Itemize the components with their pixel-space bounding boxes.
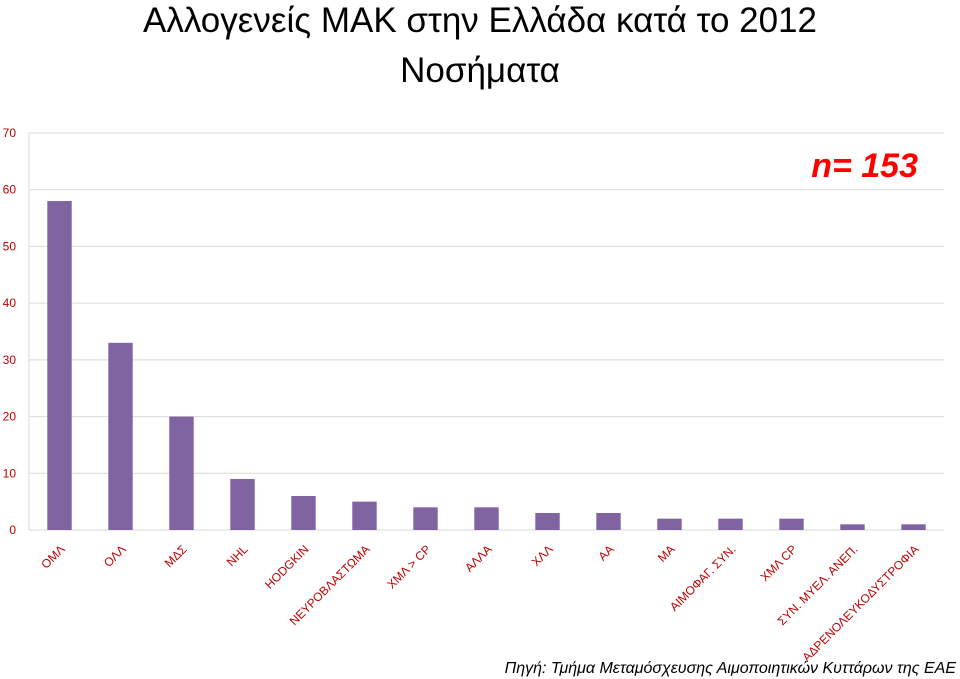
bar xyxy=(901,524,926,530)
bar xyxy=(108,342,133,530)
x-tick-label: HODGKIN xyxy=(262,542,312,592)
x-tick-label: ΜΔΣ xyxy=(162,542,190,570)
x-tick-label: ΑΙΜΟΦΑΓ. ΣΥΝ. xyxy=(667,542,739,614)
x-tick-label: ΑΛΛΑ xyxy=(462,542,495,575)
x-tick-label: ΑΑ xyxy=(595,542,616,563)
bar xyxy=(474,507,499,530)
bar xyxy=(352,501,377,530)
y-tick-label: 30 xyxy=(3,353,17,367)
x-tick-label: NHL xyxy=(224,542,251,569)
x-tick-label: ΟΛΛ xyxy=(101,542,129,570)
x-tick-label: ΧΛΛ xyxy=(529,542,556,569)
bar xyxy=(596,512,621,530)
bar xyxy=(535,512,560,530)
x-tick-label: ΟΜΛ xyxy=(38,542,67,571)
bar xyxy=(47,201,72,531)
y-tick-label: 20 xyxy=(3,410,17,424)
y-tick-label: 70 xyxy=(3,126,17,140)
x-tick-label: ΑΔΡΕΝΟΛΕΥΚΟΔΥΣΤΡΟΦΙΑ xyxy=(800,542,922,664)
y-tick-label: 0 xyxy=(9,523,16,537)
bar xyxy=(840,524,865,530)
y-tick-label: 40 xyxy=(3,296,17,310)
source-caption: Πηγή: Τμήμα Μεταμόσχευσης Αιμοποιητικών … xyxy=(504,660,956,677)
sample-size-annotation: n= 153 xyxy=(811,147,918,185)
y-tick-label: 50 xyxy=(3,239,17,253)
bar xyxy=(657,518,682,530)
x-tick-label: ΜΑ xyxy=(655,542,678,565)
bar xyxy=(169,416,194,530)
chart-subtitle: Νοσήματα xyxy=(400,51,560,90)
y-tick-label: 60 xyxy=(3,183,17,197)
x-tick-label: ΧΜΛ CP xyxy=(758,542,800,584)
bar xyxy=(779,518,804,530)
bar xyxy=(230,478,255,530)
bar xyxy=(291,495,316,530)
bar xyxy=(718,518,743,530)
y-tick-label: 10 xyxy=(3,466,17,480)
x-tick-label: ΧΜΛ > CP xyxy=(384,542,433,591)
chart-title: Αλλογενείς ΜΑΚ στην Ελλάδα κατά το 2012 xyxy=(142,1,817,40)
bar xyxy=(413,507,438,530)
